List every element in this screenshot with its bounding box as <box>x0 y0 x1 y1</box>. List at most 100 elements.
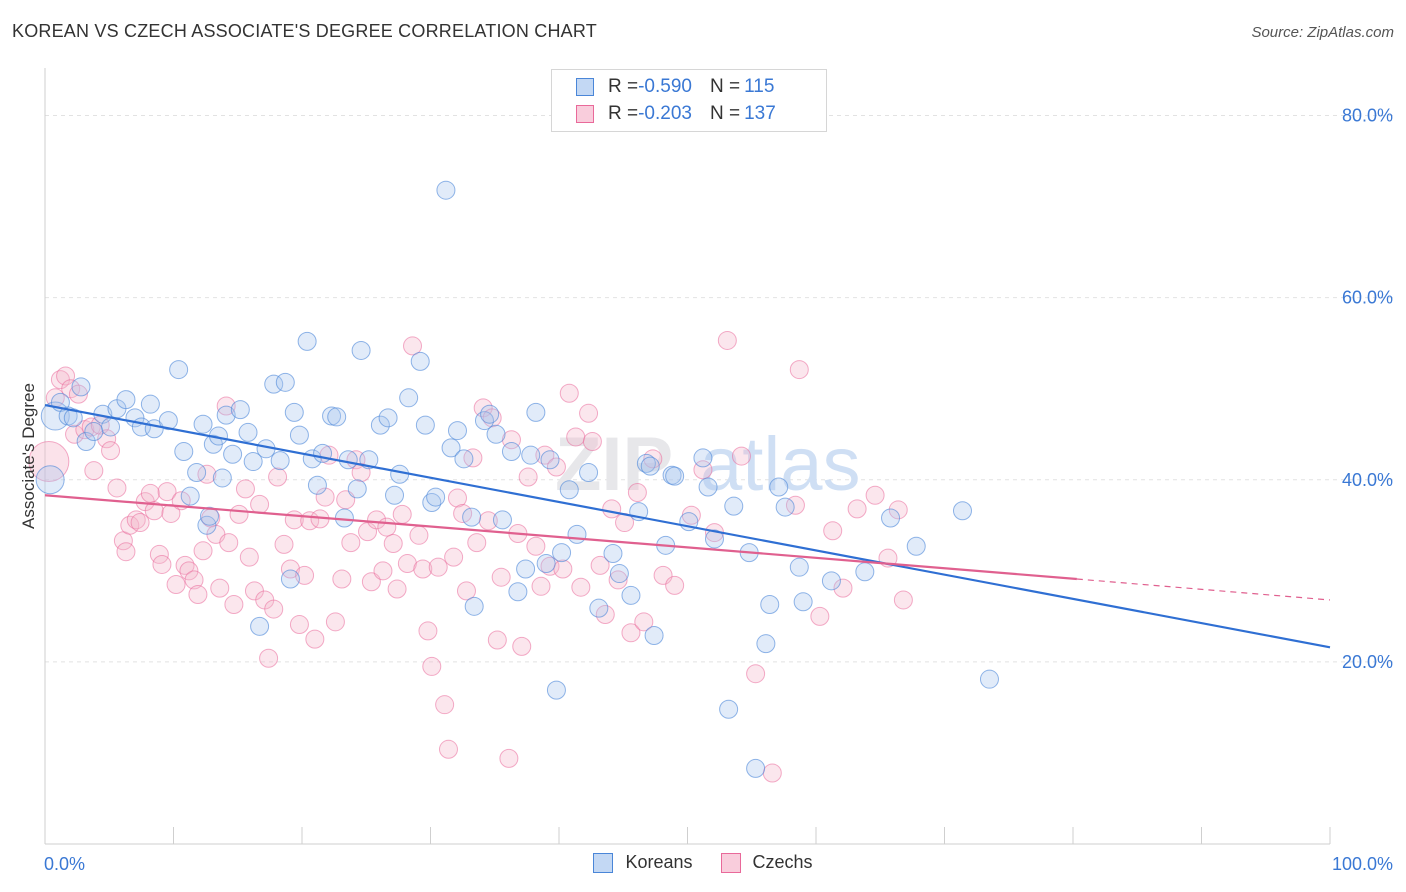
korean-point <box>521 445 541 465</box>
y-tick-label: 60.0% <box>1342 288 1393 308</box>
korean-point <box>855 562 875 582</box>
korean-point <box>508 582 528 602</box>
korean-n-label: N = <box>709 76 741 97</box>
y-axis-label: Associate's Degree <box>19 383 38 529</box>
czech-point <box>553 559 573 579</box>
source-label: Source: ZipAtlas.com <box>1251 24 1394 41</box>
watermark-zip: ZIP <box>555 422 673 507</box>
czech-point <box>823 521 843 541</box>
czech-point <box>140 483 160 503</box>
trend-lines <box>44 404 1331 649</box>
czech-point <box>447 488 467 508</box>
czech-point <box>250 494 270 514</box>
korean-point <box>180 486 200 506</box>
czech-point <box>546 457 566 477</box>
czech-point <box>590 555 610 575</box>
czech-point <box>315 487 335 507</box>
czech-point <box>627 483 647 503</box>
czech-point <box>274 534 294 554</box>
czech-point <box>193 541 213 561</box>
korean-point <box>881 508 901 528</box>
czech-point <box>865 485 885 505</box>
korean-point <box>540 450 560 470</box>
czech-point <box>392 504 412 524</box>
korean-point <box>223 444 243 464</box>
legend-item-koreans[interactable]: Koreans <box>593 852 693 873</box>
czech-point <box>438 739 458 759</box>
korean-point <box>307 475 327 495</box>
czech-point <box>847 499 867 519</box>
czech-point <box>413 559 433 579</box>
czech-point <box>289 615 309 635</box>
czech-point <box>259 648 279 668</box>
korean-point <box>76 432 96 452</box>
korean-point <box>536 554 556 574</box>
korean-point <box>462 507 482 527</box>
czech-point <box>559 383 579 403</box>
korean-point <box>415 415 435 435</box>
x-tick-labels: 0.0% 100.0% <box>44 854 1393 874</box>
czech-point <box>531 576 551 596</box>
korean-point <box>199 506 219 526</box>
y-tick-labels: 20.0% 40.0% 60.0% 80.0% <box>1342 106 1393 672</box>
korean-point <box>212 468 232 488</box>
czech-point <box>478 511 498 531</box>
korean-point <box>238 422 258 442</box>
legend-item-czechs[interactable]: Czechs <box>720 852 813 873</box>
czech-point <box>383 534 403 554</box>
korean-point <box>216 405 236 425</box>
korean-point <box>789 557 809 577</box>
czech-point <box>239 547 259 567</box>
czech-point <box>491 567 511 587</box>
czech-point <box>418 621 438 641</box>
czech-point <box>224 595 244 615</box>
korean-point <box>979 669 999 689</box>
series-legend: Koreans Czechs <box>0 852 1406 873</box>
korean-point <box>724 496 744 516</box>
czech-point <box>101 441 121 461</box>
korean-point <box>385 485 405 505</box>
korean-point <box>474 411 494 431</box>
korean-point <box>169 360 189 380</box>
korean-point <box>454 449 474 469</box>
czech-point <box>56 366 76 386</box>
czech-point <box>210 578 230 598</box>
czech-point <box>184 570 204 590</box>
korean-point <box>280 569 300 589</box>
korean-point <box>390 464 410 484</box>
korean-point <box>347 479 367 499</box>
axes <box>44 68 1331 845</box>
czech-point <box>512 636 532 656</box>
czech-point <box>235 479 255 499</box>
czech-r-label: R = <box>608 103 639 124</box>
korean-point <box>270 451 290 471</box>
korean-point <box>719 699 739 719</box>
czech-point <box>467 533 487 553</box>
korean-point <box>275 372 295 392</box>
czech-point <box>762 763 782 783</box>
korean-point <box>698 477 718 497</box>
czech-point <box>295 565 315 585</box>
korean-point <box>297 331 317 351</box>
czech-point <box>116 542 136 562</box>
korean-point <box>693 448 713 468</box>
czech-point <box>789 360 809 380</box>
korean-point <box>289 425 309 445</box>
czech-point <box>229 504 249 524</box>
czech-point <box>373 561 393 581</box>
czech-point <box>428 557 448 577</box>
czech-point <box>387 579 407 599</box>
czech-point <box>268 467 288 487</box>
korean-point <box>589 598 609 618</box>
watermark: ZIP atlas <box>555 422 861 507</box>
czech-point <box>746 664 766 684</box>
koreans-swatch <box>593 852 614 873</box>
legend-row-czechs: R = -0.203 N = 137 <box>552 101 776 127</box>
korean-point <box>187 462 207 482</box>
korean-point <box>436 180 456 200</box>
korean-point <box>464 596 484 616</box>
korean-point <box>351 340 371 360</box>
czech-trend-line <box>44 494 1077 581</box>
korean-point <box>284 402 304 422</box>
korean-point <box>644 625 664 645</box>
